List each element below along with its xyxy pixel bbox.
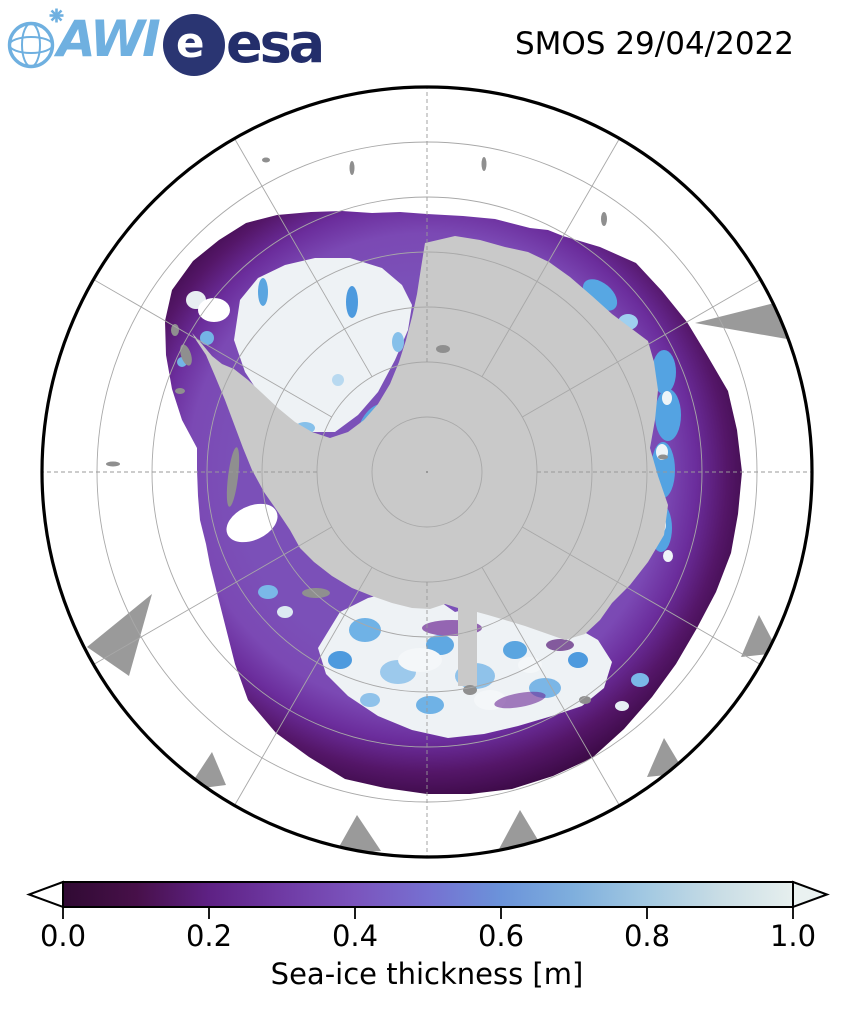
colorbar-tick-label: 1.0 bbox=[769, 919, 817, 953]
awi-star-icon bbox=[49, 8, 64, 23]
polar-map bbox=[40, 85, 814, 859]
awi-globe-icon bbox=[7, 21, 55, 69]
colorbar-tick-label: 0.4 bbox=[331, 919, 379, 953]
esa-logo-text: esa bbox=[226, 12, 325, 75]
colorbar-gradient bbox=[62, 881, 794, 908]
awi-logo bbox=[7, 8, 64, 69]
colorbar-max-arrow bbox=[792, 880, 830, 909]
colorbar-min-arrow bbox=[26, 880, 64, 909]
map-boundary-circle bbox=[40, 85, 814, 859]
esa-logo-letter: e bbox=[176, 18, 205, 67]
awi-logo-text: AWI bbox=[57, 10, 161, 68]
colorbar-ticks bbox=[62, 907, 794, 919]
minor-islands bbox=[106, 157, 668, 704]
colorbar-tick-label: 0.0 bbox=[39, 919, 87, 953]
colorbar bbox=[26, 880, 830, 919]
colorbar-tick-label: 0.8 bbox=[623, 919, 671, 953]
esa-disc-icon bbox=[163, 14, 225, 76]
colorbar-label: Sea-ice thickness [m] bbox=[270, 957, 584, 991]
antarctica-landmass bbox=[192, 236, 668, 686]
thick-ice-patches bbox=[177, 258, 681, 738]
colorbar-tick-label: 0.2 bbox=[185, 919, 233, 953]
page-title: SMOS 29/04/2022 bbox=[514, 26, 794, 62]
colorbar-tick-label: 0.6 bbox=[477, 919, 525, 953]
graticule-grid bbox=[43, 88, 811, 856]
